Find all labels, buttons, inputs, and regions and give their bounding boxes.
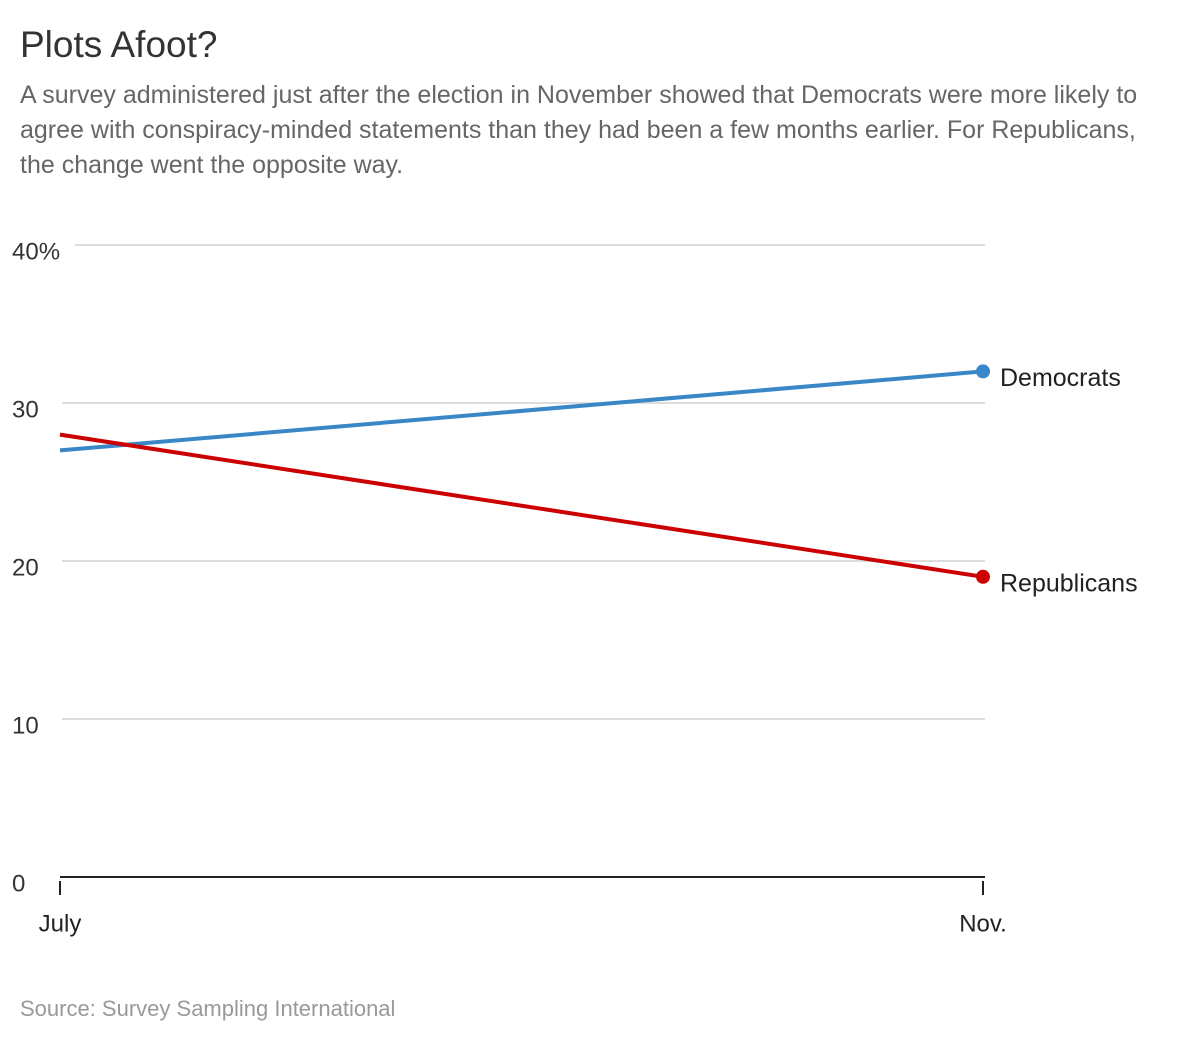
series-label: Republicans — [1000, 569, 1138, 597]
series-line — [59, 432, 984, 579]
source-note: Source: Survey Sampling International — [20, 996, 396, 1021]
y-tick-label: 20 — [12, 554, 39, 581]
x-tick-label: Nov. — [959, 910, 1007, 937]
chart: 0 10 20 30 40% July Nov. Democrats Republicans — [12, 238, 1138, 937]
end-point — [976, 364, 990, 379]
chart-title: Plots Afoot? — [20, 24, 218, 65]
x-tick-label: July — [39, 910, 82, 937]
chart-subtitle: A survey administered just after the ele… — [20, 81, 1138, 179]
series-label: Democrats — [1000, 364, 1121, 392]
y-tick-label: 40% — [12, 238, 60, 265]
y-tick-label: 0 — [12, 870, 25, 897]
y-tick-label: 30 — [12, 396, 39, 423]
end-point — [976, 569, 990, 584]
series-line — [59, 369, 984, 453]
y-tick-label: 10 — [12, 712, 39, 739]
